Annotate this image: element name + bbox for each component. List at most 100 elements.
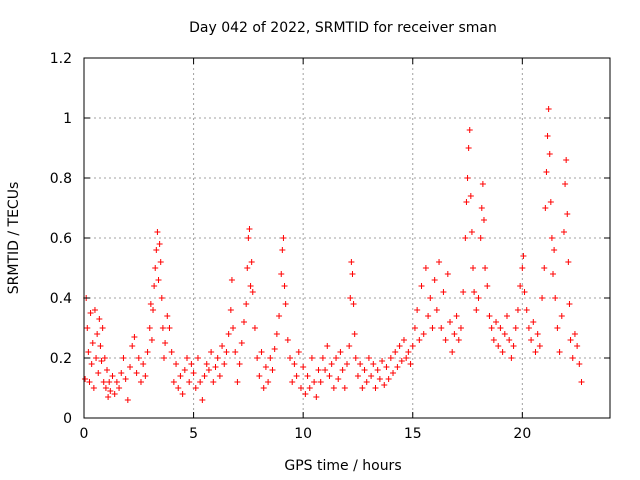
data-point	[140, 361, 147, 367]
data-point	[503, 313, 510, 319]
data-point	[431, 277, 438, 283]
data-point	[416, 337, 423, 343]
data-point	[488, 325, 495, 331]
data-points	[82, 106, 585, 403]
data-point	[90, 385, 97, 391]
data-point	[463, 199, 470, 205]
data-point	[97, 343, 104, 349]
data-point	[170, 379, 177, 385]
y-axis-label: SRMTID / TECUs	[6, 182, 22, 295]
data-point	[142, 373, 149, 379]
data-point	[267, 355, 274, 361]
data-point	[407, 361, 414, 367]
data-point	[100, 379, 107, 385]
data-point	[175, 385, 182, 391]
y-tick-label: 1	[63, 111, 72, 127]
data-point	[273, 331, 280, 337]
data-point	[449, 349, 456, 355]
data-point	[400, 337, 407, 343]
data-point	[158, 295, 165, 301]
data-point	[517, 283, 524, 289]
data-point	[157, 259, 164, 265]
data-point	[101, 355, 108, 361]
data-point	[260, 385, 267, 391]
data-point	[578, 379, 585, 385]
chart-title: Day 042 of 2022, SRMTID for receiver sma…	[189, 20, 497, 36]
data-point	[551, 247, 558, 253]
data-point	[341, 385, 348, 391]
data-point	[319, 355, 326, 361]
data-point	[166, 325, 173, 331]
data-point	[344, 361, 350, 367]
data-point	[248, 259, 255, 265]
data-point	[302, 391, 309, 397]
data-point	[350, 301, 357, 307]
data-point	[287, 355, 294, 361]
data-point	[536, 343, 543, 349]
data-point	[102, 385, 109, 391]
data-point	[383, 364, 390, 370]
data-point	[291, 361, 298, 367]
data-point	[418, 283, 425, 289]
data-point	[104, 367, 111, 373]
data-point	[203, 361, 210, 367]
data-point	[510, 343, 517, 349]
data-point	[184, 355, 191, 361]
data-point	[464, 175, 471, 181]
data-point	[457, 325, 464, 331]
data-point	[466, 127, 473, 133]
data-point	[317, 379, 324, 385]
data-point	[349, 271, 356, 277]
data-point	[566, 301, 573, 307]
data-point	[313, 394, 320, 400]
data-point	[144, 349, 151, 355]
data-point	[223, 349, 230, 355]
data-point	[326, 373, 333, 379]
data-point	[188, 361, 195, 367]
data-point	[269, 367, 276, 373]
data-point	[284, 337, 291, 343]
data-point	[120, 355, 127, 361]
data-point	[208, 349, 215, 355]
data-point	[293, 373, 300, 379]
data-point	[93, 355, 100, 361]
data-point	[197, 379, 204, 385]
data-point	[330, 385, 337, 391]
data-point	[230, 325, 237, 331]
data-point	[548, 235, 555, 241]
data-point	[442, 337, 449, 343]
data-point	[304, 373, 311, 379]
data-point	[508, 355, 515, 361]
data-point	[127, 364, 134, 370]
data-point	[484, 283, 491, 289]
data-point	[541, 265, 548, 271]
data-point	[576, 361, 583, 367]
data-point	[214, 355, 221, 361]
grid-lines	[84, 58, 610, 418]
data-point	[368, 373, 375, 379]
data-point	[281, 283, 288, 289]
data-point	[519, 265, 526, 271]
data-point	[328, 361, 335, 367]
data-point	[271, 346, 278, 352]
data-point	[571, 331, 578, 337]
data-point	[354, 373, 361, 379]
data-point	[455, 337, 462, 343]
data-point	[221, 361, 228, 367]
data-point	[96, 316, 103, 322]
data-point	[85, 349, 92, 355]
data-point	[232, 349, 239, 355]
data-point	[227, 307, 234, 313]
data-point	[297, 385, 304, 391]
y-tick-label: 1.2	[50, 51, 72, 67]
data-point	[567, 337, 574, 343]
data-point	[205, 367, 212, 373]
data-point	[279, 247, 286, 253]
data-point	[122, 376, 129, 382]
y-tick-label: 0.8	[50, 171, 72, 187]
data-point	[475, 295, 482, 301]
data-point	[525, 325, 532, 331]
data-point	[379, 358, 386, 364]
data-point	[478, 205, 485, 211]
data-point	[91, 307, 98, 313]
